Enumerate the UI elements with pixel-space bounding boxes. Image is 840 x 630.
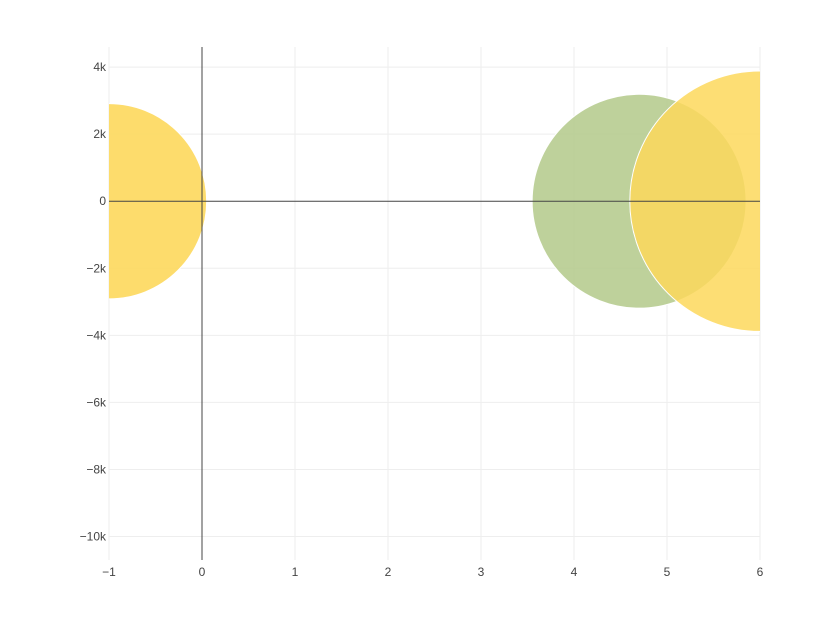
y-tick-label: −6k: [86, 395, 107, 409]
x-tick-label: 3: [478, 565, 485, 579]
x-axis-tick-labels: −1 0 1 2 3 4 5 6: [102, 565, 764, 579]
x-tick-label: 6: [757, 565, 764, 579]
y-tick-label: −4k: [86, 328, 107, 342]
x-tick-label: 5: [664, 565, 671, 579]
zero-lines: [109, 47, 760, 560]
y-tick-label: 0: [99, 194, 106, 208]
y-tick-label: −10k: [80, 530, 107, 544]
y-tick-label: −8k: [86, 462, 107, 476]
x-tick-label: 0: [199, 565, 206, 579]
x-tick-label: −1: [102, 565, 116, 579]
y-tick-label: 4k: [93, 60, 107, 74]
y-tick-label: −2k: [86, 261, 107, 275]
x-tick-label: 1: [292, 565, 299, 579]
x-tick-label: 2: [385, 565, 392, 579]
x-tick-label: 4: [571, 565, 578, 579]
y-tick-label: 2k: [93, 127, 107, 141]
y-axis-tick-labels: 4k 2k 0 −2k −4k −6k −8k −10k: [80, 60, 107, 543]
